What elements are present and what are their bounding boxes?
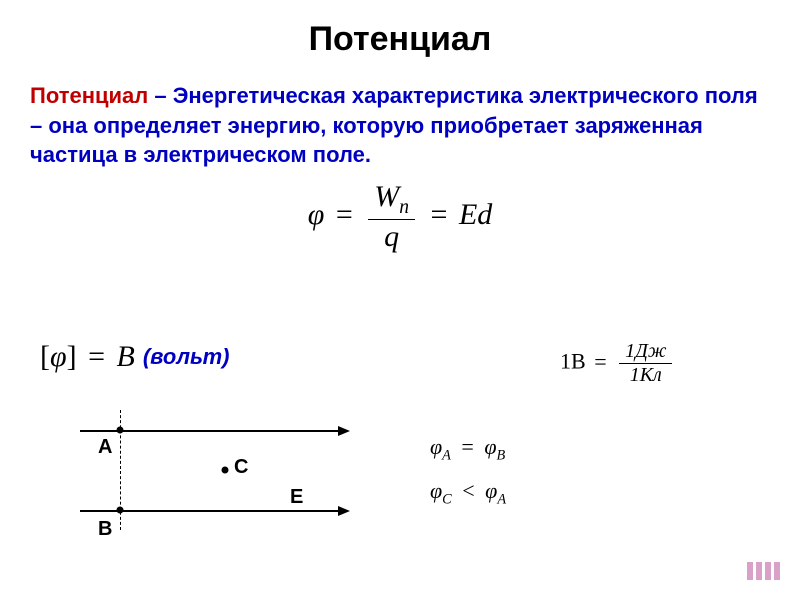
field-diagram: A B C E	[50, 400, 370, 560]
bracket-open: [	[40, 340, 50, 373]
label-B: B	[98, 518, 112, 541]
den-1kl: 1Кл	[619, 364, 672, 387]
formula-main: φ = Wn q = Ed	[0, 180, 800, 254]
eq-sign-2: =	[431, 198, 448, 231]
unit-row: [φ] = В (вольт)	[40, 340, 229, 374]
phiA: φ	[430, 434, 442, 459]
point-B	[117, 507, 124, 514]
unit-value: В	[117, 340, 135, 373]
subC: C	[442, 491, 452, 507]
arrow-top-icon	[338, 426, 350, 436]
subA2: A	[497, 491, 506, 507]
phiA2: φ	[485, 478, 497, 503]
rhs-Ed: Ed	[459, 198, 492, 231]
eq-1v: =	[594, 349, 606, 374]
point-A	[117, 427, 124, 434]
unit-eq: =	[88, 340, 105, 373]
lt-ca: <	[462, 478, 474, 503]
eq-ab: =	[461, 434, 473, 459]
label-E: E	[290, 486, 303, 509]
unit-expression: [φ] = В	[40, 340, 135, 374]
phiC: φ	[430, 478, 442, 503]
subA: A	[442, 447, 451, 463]
point-C	[222, 467, 229, 474]
unit-phi: φ	[50, 340, 67, 373]
label-C: C	[234, 456, 248, 479]
formula-1v: 1В = 1Дж 1Кл	[560, 340, 676, 387]
fraction-wq: Wn q	[368, 180, 415, 254]
unit-label: (вольт)	[143, 344, 230, 370]
frac-den: q	[368, 220, 415, 254]
formula-phiC-lt-phiA: φC < φA	[430, 478, 506, 508]
page-stripe-icon	[747, 562, 780, 580]
phiB: φ	[484, 434, 496, 459]
frac-num: Wn	[368, 180, 415, 220]
definition-term: Потенциал	[30, 83, 148, 108]
num-sub-n: n	[399, 197, 409, 218]
num-W: W	[374, 180, 399, 213]
arrow-bottom-icon	[338, 506, 350, 516]
lhs-1v: 1В	[560, 349, 586, 374]
subB: B	[497, 447, 506, 463]
bracket-close: ]	[67, 340, 77, 373]
page-title: Потенциал	[0, 0, 800, 59]
formula-phiA-eq-phiB: φA = φB	[430, 434, 505, 464]
frac-1v: 1Дж 1Кл	[619, 340, 672, 387]
label-A: A	[98, 436, 112, 459]
eq-sign: =	[336, 198, 353, 231]
phi-symbol: φ	[308, 198, 325, 231]
definition-text: Потенциал – Энергетическая характеристик…	[30, 81, 770, 170]
num-1j: 1Дж	[619, 340, 672, 364]
